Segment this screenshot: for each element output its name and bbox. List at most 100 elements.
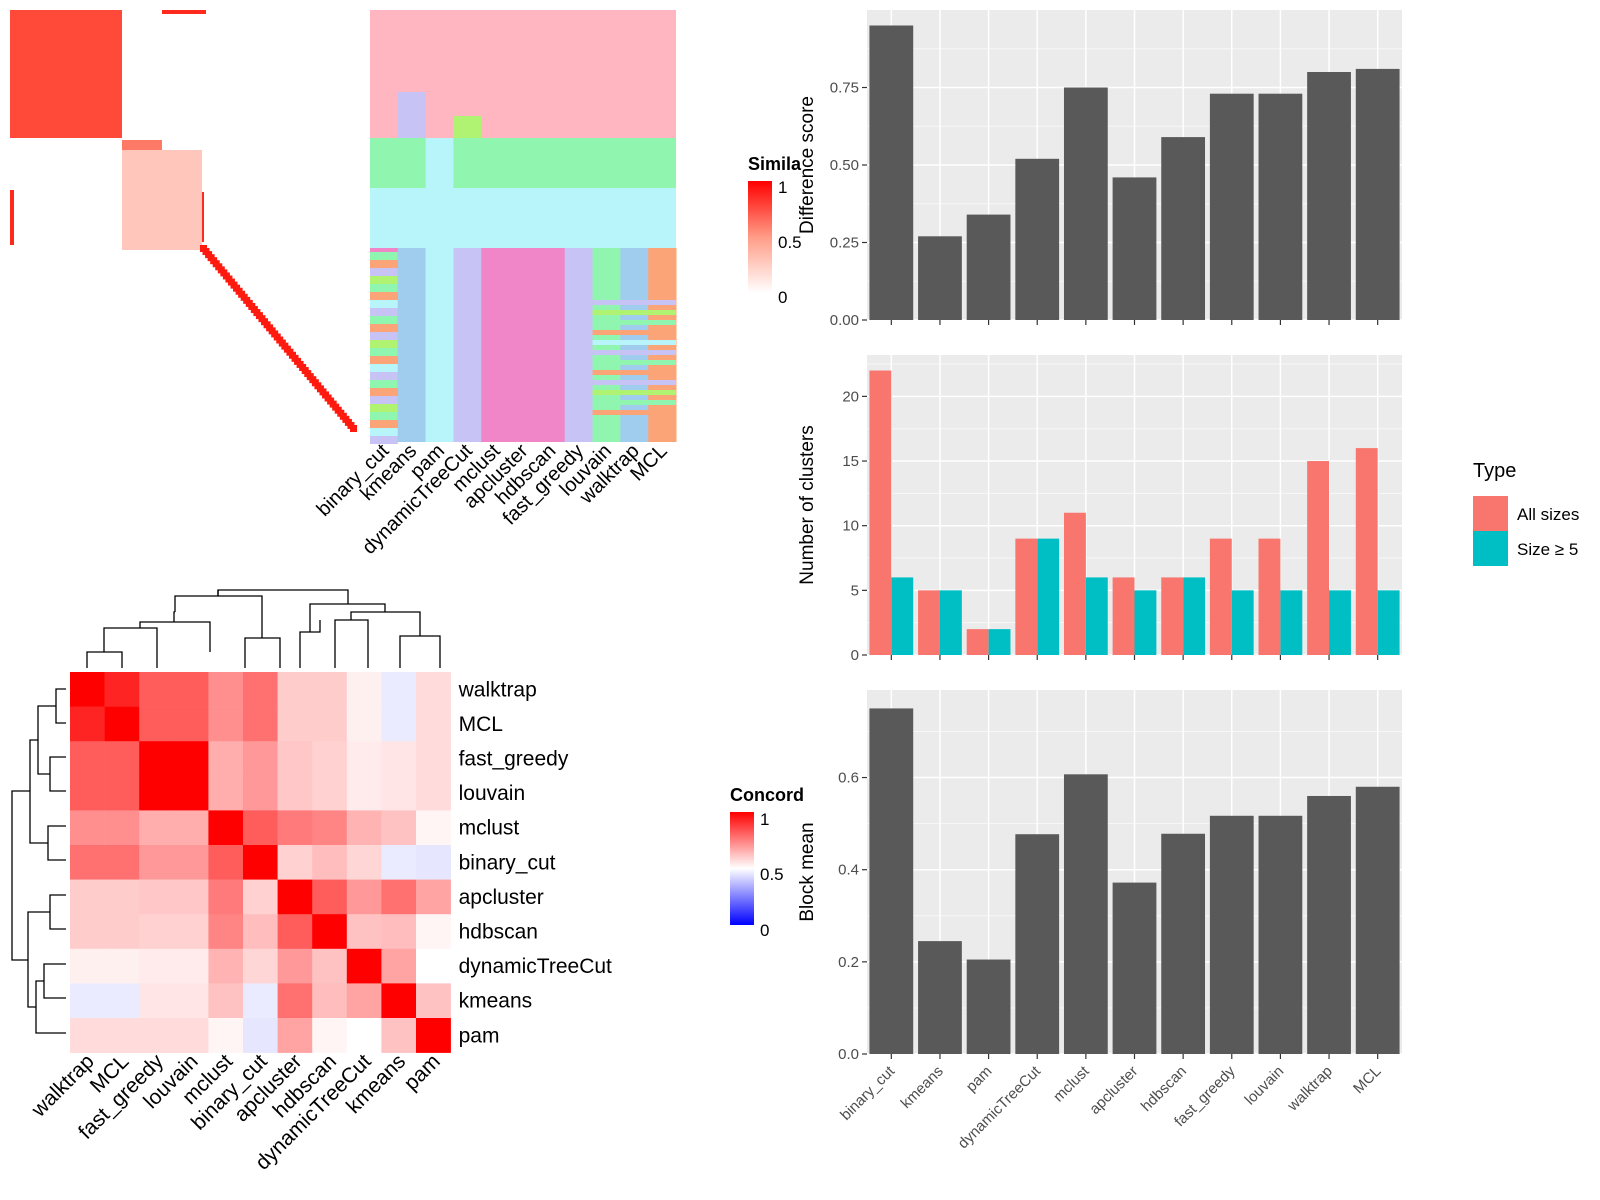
dendrogram-branch — [350, 611, 421, 636]
dendrogram-branch — [217, 589, 349, 604]
dendrogram-branch — [27, 911, 50, 1008]
concordance-cell — [104, 672, 140, 707]
concordance-cell — [416, 741, 451, 777]
y-axis-label: Difference score — [797, 96, 818, 234]
concordance-cell — [312, 845, 348, 880]
annotation-column — [397, 248, 427, 442]
dendrogram-branch — [399, 635, 441, 668]
concordance-cell — [104, 948, 140, 984]
dendrogram-branch — [86, 651, 123, 668]
concordance-cell — [416, 775, 451, 811]
bar-size5 — [1377, 590, 1400, 655]
annotation-stripe — [370, 340, 398, 348]
concordance-cell — [173, 948, 209, 984]
dendrogram-branch — [244, 637, 281, 668]
y-tick-label: 15 — [842, 453, 859, 470]
y-tick-label: 0.6 — [838, 770, 859, 787]
dendrogram-branch — [49, 894, 66, 930]
x-tick-label: kmeans — [898, 1063, 947, 1112]
bar-all-sizes — [1112, 577, 1135, 655]
similarity-diagonal-cell — [350, 425, 357, 432]
bar — [918, 941, 962, 1054]
block-mean-chart: 0.0 0.2 0.4 0.6 Block mean binary_cut kmeans pa… — [797, 690, 1402, 1152]
y-tick-label: 0.0 — [838, 1046, 859, 1063]
concordance-cell — [173, 672, 209, 707]
type-legend-title: Type — [1473, 460, 1516, 482]
annotation-stripe — [592, 320, 676, 325]
bar — [1161, 833, 1206, 1054]
type-legend-label-all-sizes: All sizes — [1517, 505, 1579, 524]
concordance-cell — [381, 879, 417, 915]
bar-all-sizes — [1209, 538, 1232, 655]
concordance-legend-colorbar — [730, 812, 754, 925]
concordance-cell — [277, 1018, 313, 1053]
dendrogram-branch — [49, 756, 66, 792]
annotation-stripe — [370, 292, 398, 300]
annotation-stripe — [370, 380, 398, 388]
annotation-stripe — [592, 410, 676, 415]
concordance-row-label: pam — [459, 1024, 500, 1047]
concordance-col-label: pam — [400, 1050, 445, 1095]
dendrogram-branch — [35, 980, 66, 1034]
concordance-cell — [277, 948, 313, 984]
concordance-row-label: apcluster — [459, 886, 544, 909]
bar-all-sizes — [1063, 512, 1086, 655]
concordance-cell — [173, 741, 209, 777]
y-tick-label: 0.00 — [830, 312, 859, 329]
annotation-column — [509, 255, 537, 425]
concordance-legend-title: Concord — [730, 785, 804, 805]
bar-size5 — [891, 577, 914, 655]
dendrogram-branch — [47, 825, 66, 861]
concordance-legend-tick-1: 1 — [760, 810, 769, 829]
concordance-cell — [381, 741, 417, 777]
annotation-stripe — [370, 372, 398, 380]
concordance-cell — [312, 741, 348, 777]
annotation-stripe — [370, 324, 398, 332]
concordance-cell — [70, 948, 105, 984]
annotation-stripe — [370, 388, 398, 396]
annotation-stripe — [370, 412, 398, 420]
concordance-cell — [139, 741, 175, 777]
concordance-cell — [416, 879, 451, 915]
annotation-stripe — [370, 268, 398, 276]
annotation-stripe — [370, 284, 398, 292]
concordance-cell — [208, 948, 244, 984]
bar — [1063, 774, 1108, 1054]
x-tick-label: dynamicTreeCut — [955, 1062, 1045, 1152]
concordance-cell — [277, 775, 313, 811]
annotation-column — [397, 92, 426, 138]
concordance-cell — [173, 914, 209, 950]
concordance-cell — [208, 672, 244, 707]
x-tick-label: apcluster — [1086, 1063, 1141, 1118]
concordance-cell — [173, 775, 209, 811]
concordance-cell — [243, 1018, 278, 1053]
annotation-stripe — [592, 340, 676, 345]
annotation-stripe — [370, 436, 398, 444]
annotation-column — [481, 248, 510, 442]
dendrogram-branch — [103, 627, 158, 668]
concordance-cell — [416, 1018, 451, 1053]
concordance-cell — [312, 706, 348, 742]
concordance-cell — [70, 879, 105, 915]
concordance-cell — [346, 983, 382, 1019]
bar — [1112, 177, 1157, 320]
annotation-stripe — [592, 310, 676, 315]
annotation-stripe — [370, 396, 398, 404]
concordance-cell — [312, 948, 348, 984]
bar — [1258, 815, 1303, 1054]
concordance-cell — [208, 1018, 244, 1053]
bar-all-sizes — [869, 370, 892, 655]
similarity-heatmap — [10, 10, 362, 442]
concordance-cell — [139, 983, 175, 1019]
y-axis-label: Number of clusters — [797, 425, 818, 584]
concordance-cell — [243, 879, 278, 915]
bar — [1355, 68, 1400, 321]
bar — [1063, 87, 1108, 320]
concordance-cell — [208, 741, 244, 777]
similarity-legend-tick-1: 1 — [778, 178, 787, 197]
bar — [1015, 834, 1060, 1054]
concordance-cell — [208, 810, 244, 846]
concordance-cell — [381, 948, 417, 984]
x-tick-label: MCL — [1350, 1063, 1384, 1097]
concordance-cell — [277, 706, 313, 742]
